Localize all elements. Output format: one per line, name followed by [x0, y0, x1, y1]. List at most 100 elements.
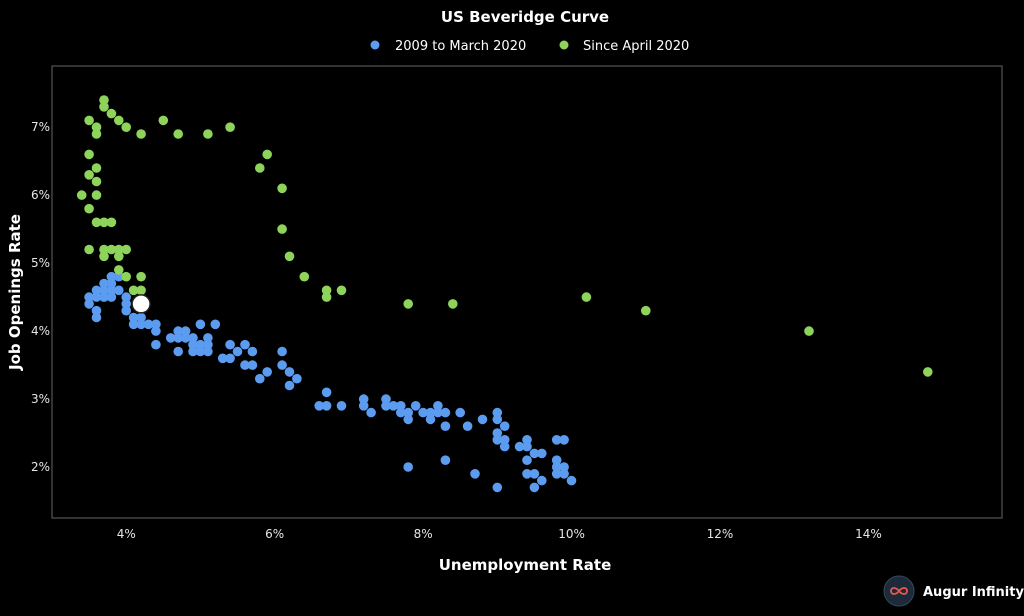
point-2009-2020 — [470, 469, 480, 479]
point-2009-2020 — [210, 319, 221, 330]
point-2009-2020 — [240, 360, 250, 370]
point-2009-2020 — [559, 435, 569, 445]
point-2009-2020 — [292, 373, 302, 384]
point-2009-2020 — [188, 346, 198, 357]
point-2009-2020 — [277, 360, 287, 370]
point-since-april-2020 — [321, 285, 332, 296]
point-since-april-2020 — [641, 305, 651, 316]
point-2009-2020 — [151, 339, 161, 350]
point-since-april-2020 — [114, 265, 124, 275]
point-since-april-2020 — [106, 244, 117, 255]
y-tick-label: 4% — [31, 324, 50, 338]
point-since-april-2020 — [106, 217, 117, 228]
point-since-april-2020 — [277, 183, 287, 194]
point-2009-2020 — [203, 346, 213, 357]
point-2009-2020 — [499, 435, 510, 445]
point-2009-2020 — [499, 421, 510, 432]
point-2009-2020 — [396, 407, 406, 418]
point-since-april-2020 — [84, 115, 94, 126]
point-2009-2020 — [403, 414, 414, 425]
point-2009-2020 — [173, 333, 183, 343]
point-2009-2020 — [165, 333, 176, 343]
point-since-april-2020 — [99, 102, 109, 112]
point-since-april-2020 — [254, 163, 265, 173]
point-2009-2020 — [499, 441, 510, 452]
point-since-april-2020 — [923, 367, 933, 377]
point-since-april-2020 — [158, 115, 169, 126]
point-2009-2020 — [121, 305, 131, 316]
x-axis-ticks: 4% 6% 8% 10% 12% 14% — [117, 527, 882, 541]
point-2009-2020 — [425, 414, 436, 425]
y-tick-label: 3% — [31, 392, 50, 406]
point-since-april-2020 — [225, 122, 235, 132]
point-2009-2020 — [114, 285, 124, 296]
plot-area — [51, 65, 1003, 519]
point-2009-2020 — [173, 326, 183, 336]
data-points — [76, 95, 933, 493]
point-2009-2020 — [366, 407, 376, 418]
point-since-april-2020 — [262, 149, 273, 160]
point-since-april-2020 — [106, 108, 117, 119]
brand-name: Augur Infinity — [923, 585, 1024, 600]
y-tick-label: 6% — [31, 188, 50, 202]
chart-title: US Beveridge Curve — [441, 8, 609, 26]
point-2009-2020 — [522, 441, 532, 452]
point-2009-2020 — [418, 407, 428, 418]
point-since-april-2020 — [136, 129, 146, 139]
point-2009-2020 — [403, 462, 414, 472]
point-2009-2020 — [529, 482, 540, 493]
point-2009-2020 — [321, 401, 332, 411]
point-since-april-2020 — [403, 299, 414, 309]
point-2009-2020 — [128, 312, 139, 323]
point-since-april-2020 — [114, 244, 124, 255]
point-since-april-2020 — [84, 170, 94, 180]
point-2009-2020 — [262, 367, 273, 377]
point-since-april-2020 — [448, 299, 458, 309]
point-2009-2020 — [217, 353, 228, 364]
point-2009-2020 — [247, 346, 258, 357]
point-2009-2020 — [492, 414, 503, 425]
point-2009-2020 — [151, 326, 161, 336]
point-2009-2020 — [91, 312, 102, 323]
point-2009-2020 — [106, 292, 117, 302]
x-axis-title: Unemployment Rate — [439, 556, 612, 574]
point-2009-2020 — [284, 367, 295, 377]
point-since-april-2020 — [121, 122, 131, 132]
point-2009-2020 — [114, 271, 124, 282]
point-2009-2020 — [433, 401, 443, 411]
point-2009-2020 — [522, 435, 532, 445]
point-since-april-2020 — [121, 244, 131, 255]
point-since-april-2020 — [804, 326, 814, 336]
point-since-april-2020 — [581, 292, 592, 302]
point-since-april-2020 — [84, 244, 94, 255]
point-2009-2020 — [425, 407, 436, 418]
point-since-april-2020 — [91, 129, 102, 139]
point-2009-2020 — [440, 407, 451, 418]
point-2009-2020 — [529, 469, 540, 479]
point-2009-2020 — [410, 401, 421, 411]
point-2009-2020 — [143, 319, 154, 330]
point-2009-2020 — [462, 421, 473, 432]
point-2009-2020 — [403, 407, 414, 418]
point-2009-2020 — [106, 285, 117, 296]
point-since-april-2020 — [203, 129, 213, 139]
point-since-april-2020 — [321, 292, 332, 302]
point-2009-2020 — [492, 482, 503, 493]
y-axis-ticks: 2% 3% 4% 5% 6% 7% — [31, 120, 50, 474]
point-2009-2020 — [381, 401, 391, 411]
legend-label-series-1: 2009 to March 2020 — [395, 39, 526, 54]
point-2009-2020 — [492, 435, 503, 445]
point-since-april-2020 — [128, 285, 139, 296]
point-2009-2020 — [91, 285, 102, 296]
infinity-glyph-icon — [890, 587, 908, 595]
point-2009-2020 — [232, 346, 243, 357]
point-2009-2020 — [277, 346, 287, 357]
point-2009-2020 — [381, 394, 391, 404]
point-2009-2020 — [106, 278, 117, 289]
point-2009-2020 — [136, 312, 146, 323]
point-since-april-2020 — [336, 285, 347, 296]
point-2009-2020 — [203, 333, 213, 343]
point-since-april-2020 — [91, 163, 102, 173]
point-since-april-2020 — [299, 271, 310, 282]
point-2009-2020 — [537, 448, 547, 459]
